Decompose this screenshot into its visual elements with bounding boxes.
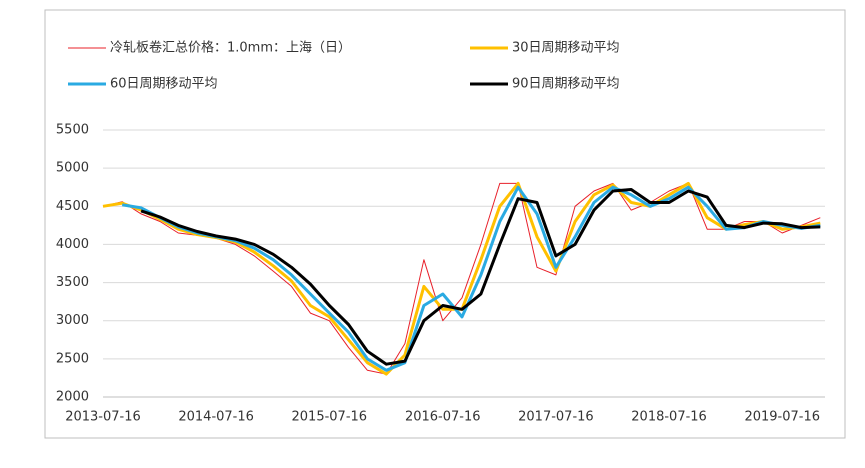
y-tick-label: 3000: [56, 313, 89, 328]
series-line: [140, 188, 821, 366]
x-tick-label: 2017-07-16: [518, 410, 594, 425]
x-tick-label: 2016-07-16: [405, 410, 481, 425]
y-tick-label: 3500: [56, 275, 89, 290]
x-tick-label: 2019-07-16: [744, 410, 820, 425]
y-tick-label: 2000: [56, 390, 89, 405]
y-tick-label: 2500: [56, 351, 89, 366]
series-line: [121, 185, 821, 372]
legend-label: 90日周期移动平均: [512, 77, 620, 92]
x-tick-label: 2018-07-16: [631, 410, 707, 425]
legend-label: 30日周期移动平均: [512, 41, 620, 56]
y-tick-label: 5500: [56, 123, 89, 138]
x-tick-label: 2013-07-16: [65, 410, 141, 425]
legend-label: 60日周期移动平均: [110, 77, 218, 92]
x-tick-label: 2014-07-16: [178, 410, 254, 425]
y-tick-label: 4000: [56, 237, 89, 252]
y-tick-label: 5000: [56, 161, 89, 176]
legend-label: 冷轧板卷汇总价格：1.0mm：上海（日）: [110, 40, 351, 56]
x-tick-label: 2015-07-16: [292, 410, 368, 425]
y-tick-label: 4500: [56, 199, 89, 214]
